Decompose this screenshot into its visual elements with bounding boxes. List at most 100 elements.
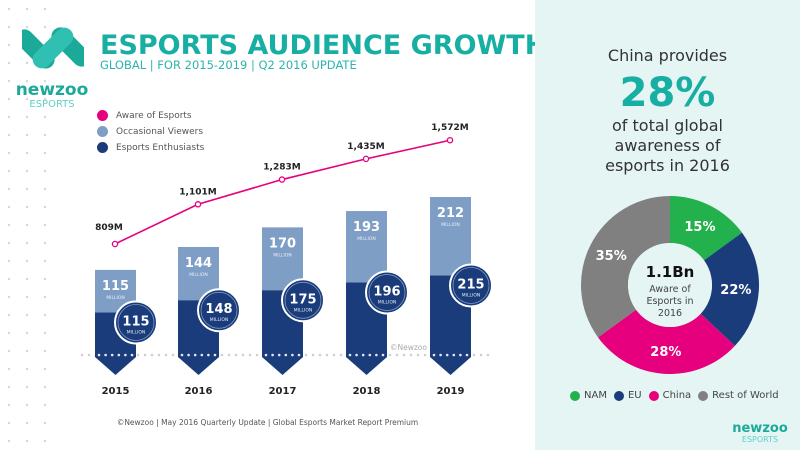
baseline-dot	[423, 353, 427, 357]
bar-dot	[97, 353, 101, 357]
enthusiasts-unit: MILLION	[127, 329, 145, 335]
brand-name-footer: newzoo	[732, 421, 788, 436]
bar-dot	[104, 353, 107, 357]
badge-ring	[284, 281, 322, 319]
occasional-unit: MILLION	[189, 272, 207, 278]
slice-nam	[670, 196, 743, 261]
bar-dot	[180, 353, 184, 357]
legend-row: Rest of World	[698, 390, 779, 401]
baseline-dot	[164, 353, 168, 357]
baseline-dot	[87, 353, 91, 357]
bar-dot	[355, 353, 358, 357]
baseline-dot	[157, 353, 161, 357]
donut-legend: NAM EU China Rest of World	[570, 390, 779, 401]
brand-sub-footer: ESPORTS	[741, 435, 779, 444]
bar-dot	[348, 353, 352, 357]
baseline-dot	[318, 353, 322, 357]
center-label: 2016	[658, 308, 682, 319]
bar-dot	[117, 353, 121, 357]
bar-dot	[284, 353, 288, 357]
center-label: Aware of	[649, 284, 691, 295]
audience-chart: 115MILLION115MILLION2015144MILLION148MIL…	[80, 123, 493, 397]
bar-occasional-2018	[346, 211, 387, 283]
bar-dot	[271, 353, 274, 357]
bar-dot	[187, 353, 190, 357]
bar-dot	[375, 353, 378, 357]
enthusiasts-badge	[365, 270, 409, 315]
slice-rest-of-world	[581, 196, 670, 338]
badge-ring	[368, 274, 406, 311]
brand-name: newzoo	[15, 80, 89, 100]
occasional-value: 144	[185, 256, 212, 271]
baseline-dot	[143, 353, 147, 357]
bar-dot	[381, 353, 385, 357]
occasional-unit: MILLION	[441, 222, 459, 228]
occasional-unit: MILLION	[106, 295, 124, 301]
aware-point	[278, 176, 286, 183]
bar-dot	[459, 353, 462, 357]
bar-dot	[207, 353, 210, 357]
legend-swatch	[97, 126, 108, 137]
baseline-dot	[255, 353, 259, 357]
baseline-dot	[227, 353, 231, 357]
baseline-dot	[311, 353, 315, 357]
enthusiasts-unit: MILLION	[462, 292, 480, 298]
baseline-dot	[150, 353, 154, 357]
legend-enthusiasts: Esports Enthusiasts	[97, 142, 204, 153]
slice-eu	[700, 232, 759, 346]
slice-label: 35%	[596, 249, 627, 264]
legend-swatch	[97, 110, 108, 121]
legend-nam: NAM	[570, 390, 607, 401]
occasional-value: 170	[269, 236, 296, 251]
baseline-dot	[241, 353, 245, 357]
bar-dot	[264, 353, 268, 357]
badge-ring	[452, 267, 490, 304]
bar-dot	[124, 353, 127, 357]
enthusiasts-value: 196	[373, 284, 400, 299]
watermark: ©Newzoo	[390, 343, 427, 352]
baseline-dot	[332, 353, 336, 357]
enthusiasts-value: 148	[205, 302, 232, 317]
enthusiasts-value: 115	[122, 314, 149, 329]
slice-label: 15%	[684, 220, 715, 235]
baseline-dot	[486, 353, 490, 357]
brand-sub: ESPORTS	[29, 99, 75, 110]
aware-point	[446, 136, 454, 144]
year-label: 2016	[185, 386, 213, 397]
bar-dot	[200, 353, 204, 357]
badge-ring	[200, 291, 238, 329]
baseline-dot	[402, 353, 406, 357]
enthusiasts-badge	[197, 288, 241, 333]
donut-hole	[628, 243, 712, 327]
enthusiasts-value: 215	[457, 277, 484, 292]
bar-dot	[361, 353, 365, 357]
aware-point	[362, 155, 370, 163]
legend-occasional: Occasional Viewers	[97, 126, 203, 137]
occasional-value: 193	[353, 220, 380, 235]
center-value: 1.1Bn	[646, 263, 695, 281]
year-label: 2018	[353, 386, 381, 397]
bar-dot	[465, 353, 469, 357]
baseline-dot	[479, 353, 483, 357]
headline-1: China provides	[607, 46, 728, 65]
baseline-dot	[416, 353, 420, 357]
baseline-dot	[234, 353, 238, 357]
enthusiasts-badge	[114, 300, 158, 345]
slice-china	[597, 309, 735, 374]
page-subtitle: GLOBAL | FOR 2015-2019 | Q2 2016 UPDATE	[100, 58, 357, 72]
baseline-dot	[388, 353, 392, 357]
year-label: 2017	[269, 386, 297, 397]
baseline-dot	[409, 353, 413, 357]
aware-label: 1,283M	[263, 163, 300, 173]
slice-label: 28%	[650, 345, 681, 360]
enthusiasts-badge	[281, 278, 325, 323]
aware-point	[194, 201, 202, 208]
headline-value: 28%	[619, 70, 716, 116]
enthusiasts-unit: MILLION	[294, 307, 312, 313]
bar-dot	[297, 353, 301, 357]
baseline-dot	[325, 353, 329, 357]
year-label: 2019	[437, 386, 465, 397]
legend-label: Aware of Esports	[116, 110, 192, 121]
year-label: 2015	[102, 386, 130, 397]
